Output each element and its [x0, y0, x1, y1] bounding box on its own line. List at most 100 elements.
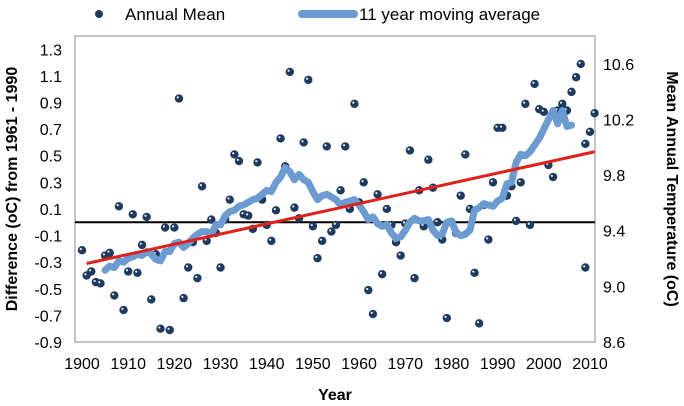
- y-tick-label: -0.9: [34, 335, 62, 352]
- data-point: [170, 223, 179, 232]
- data-point: [576, 59, 585, 69]
- x-tick-label: 1980: [434, 356, 470, 373]
- data-point: [123, 267, 133, 276]
- y-tick-label: -0.3: [34, 255, 62, 272]
- data-point: [147, 295, 156, 304]
- legend-moving-average-label: 11 year moving average: [359, 5, 540, 24]
- data-point: [525, 220, 535, 230]
- data-point: [585, 127, 595, 136]
- y-tick-label: 0.3: [40, 175, 62, 192]
- x-axis-title: Year: [318, 387, 352, 404]
- data-point: [313, 253, 322, 263]
- data-point: [133, 268, 142, 278]
- data-point: [558, 99, 567, 109]
- data-point: [290, 203, 299, 212]
- data-point: [110, 291, 119, 300]
- x-tick-label: 1990: [480, 356, 516, 373]
- data-point: [327, 227, 336, 236]
- data-point: [433, 218, 442, 227]
- x-tick-label: 1920: [157, 356, 193, 373]
- data-point: [119, 305, 128, 315]
- data-point: [396, 251, 405, 260]
- data-point: [267, 236, 276, 246]
- data-point: [488, 178, 498, 187]
- data-point: [253, 158, 262, 167]
- data-point: [567, 87, 576, 97]
- data-point: [350, 99, 359, 109]
- data-point: [410, 273, 419, 283]
- trend-line: [86, 150, 595, 265]
- data-point: [156, 324, 165, 333]
- data-point: [114, 202, 124, 211]
- data-point: [184, 263, 193, 272]
- y2-tick-label: 10.6: [603, 57, 634, 74]
- x-tick-label: 1930: [203, 356, 239, 373]
- data-point: [341, 142, 350, 151]
- data-point: [128, 210, 137, 219]
- x-tick-label: 1960: [341, 356, 377, 373]
- data-point: [299, 138, 308, 147]
- plot-frame: [74, 35, 596, 343]
- y-axis-ticks: 1.3 1.1 0.9 0.7 0.5 0.3 0.1 -0.1 -0.3 -0.5 -0.7 -0.…: [34, 42, 62, 352]
- legend-annual-mean-marker: [95, 10, 103, 18]
- data-point: [336, 186, 345, 195]
- data-point: [137, 240, 147, 250]
- data-point: [160, 223, 170, 232]
- data-point: [442, 313, 452, 323]
- y-tick-label: -0.5: [34, 282, 62, 299]
- y-tick-label: 1.1: [40, 69, 62, 86]
- data-point: [364, 285, 373, 295]
- data-point: [304, 75, 313, 85]
- data-point: [516, 178, 525, 187]
- data-point: [244, 211, 253, 220]
- data-point: [373, 190, 382, 199]
- y-axis-title: Difference (oC) from 1961 - 1990: [4, 67, 21, 312]
- y-tick-label: 0.9: [40, 96, 62, 113]
- data-point: [285, 67, 295, 77]
- x-tick-label: 1950: [295, 356, 331, 373]
- y-tick-label: 0.1: [40, 202, 62, 219]
- data-point: [368, 309, 378, 319]
- y-tick-label: 1.3: [40, 42, 62, 59]
- data-point: [461, 150, 470, 159]
- x-tick-label: 2010: [572, 356, 608, 373]
- data-point: [511, 216, 521, 226]
- x-tick-label: 1910: [110, 356, 146, 373]
- data-point: [377, 269, 387, 279]
- data-point: [530, 79, 539, 89]
- legend-annual-mean-label: Annual Mean: [125, 5, 225, 24]
- data-point: [142, 212, 151, 222]
- data-point: [179, 293, 188, 303]
- y2-tick-label: 8.6: [603, 335, 625, 352]
- data-point: [382, 204, 391, 214]
- data-point: [77, 246, 87, 255]
- x-tick-label: 1900: [64, 356, 100, 373]
- data-point: [216, 263, 225, 272]
- data-point: [234, 156, 244, 166]
- y-tick-label: 0.7: [40, 122, 62, 139]
- data-point: [424, 155, 433, 164]
- x-tick-label: 1970: [387, 356, 423, 373]
- data-point: [571, 73, 581, 82]
- y2-tick-label: 10.2: [603, 112, 634, 129]
- x-tick-label: 2000: [526, 356, 562, 373]
- y2-tick-label: 9.4: [603, 224, 625, 241]
- data-point: [456, 191, 465, 200]
- y2-axis-title: Mean Annual Temperature (oC): [663, 71, 680, 307]
- legend: Annual Mean 11 year moving average: [95, 5, 540, 24]
- data-point: [405, 146, 415, 155]
- data-point: [174, 94, 184, 103]
- data-point: [87, 267, 96, 276]
- x-axis-ticks: 1900 1910 1920 1930 1940 1950 1960 1970 1980 1990…: [64, 356, 608, 373]
- data-point: [548, 172, 558, 182]
- y-tick-label: -0.7: [34, 308, 62, 325]
- data-point: [498, 123, 507, 132]
- data-point: [484, 235, 493, 244]
- data-point: [581, 263, 590, 272]
- y-tick-label: 0.5: [40, 149, 62, 166]
- data-point: [165, 325, 174, 335]
- data-point: [230, 150, 239, 159]
- data-point: [590, 108, 599, 118]
- data-point: [539, 107, 549, 117]
